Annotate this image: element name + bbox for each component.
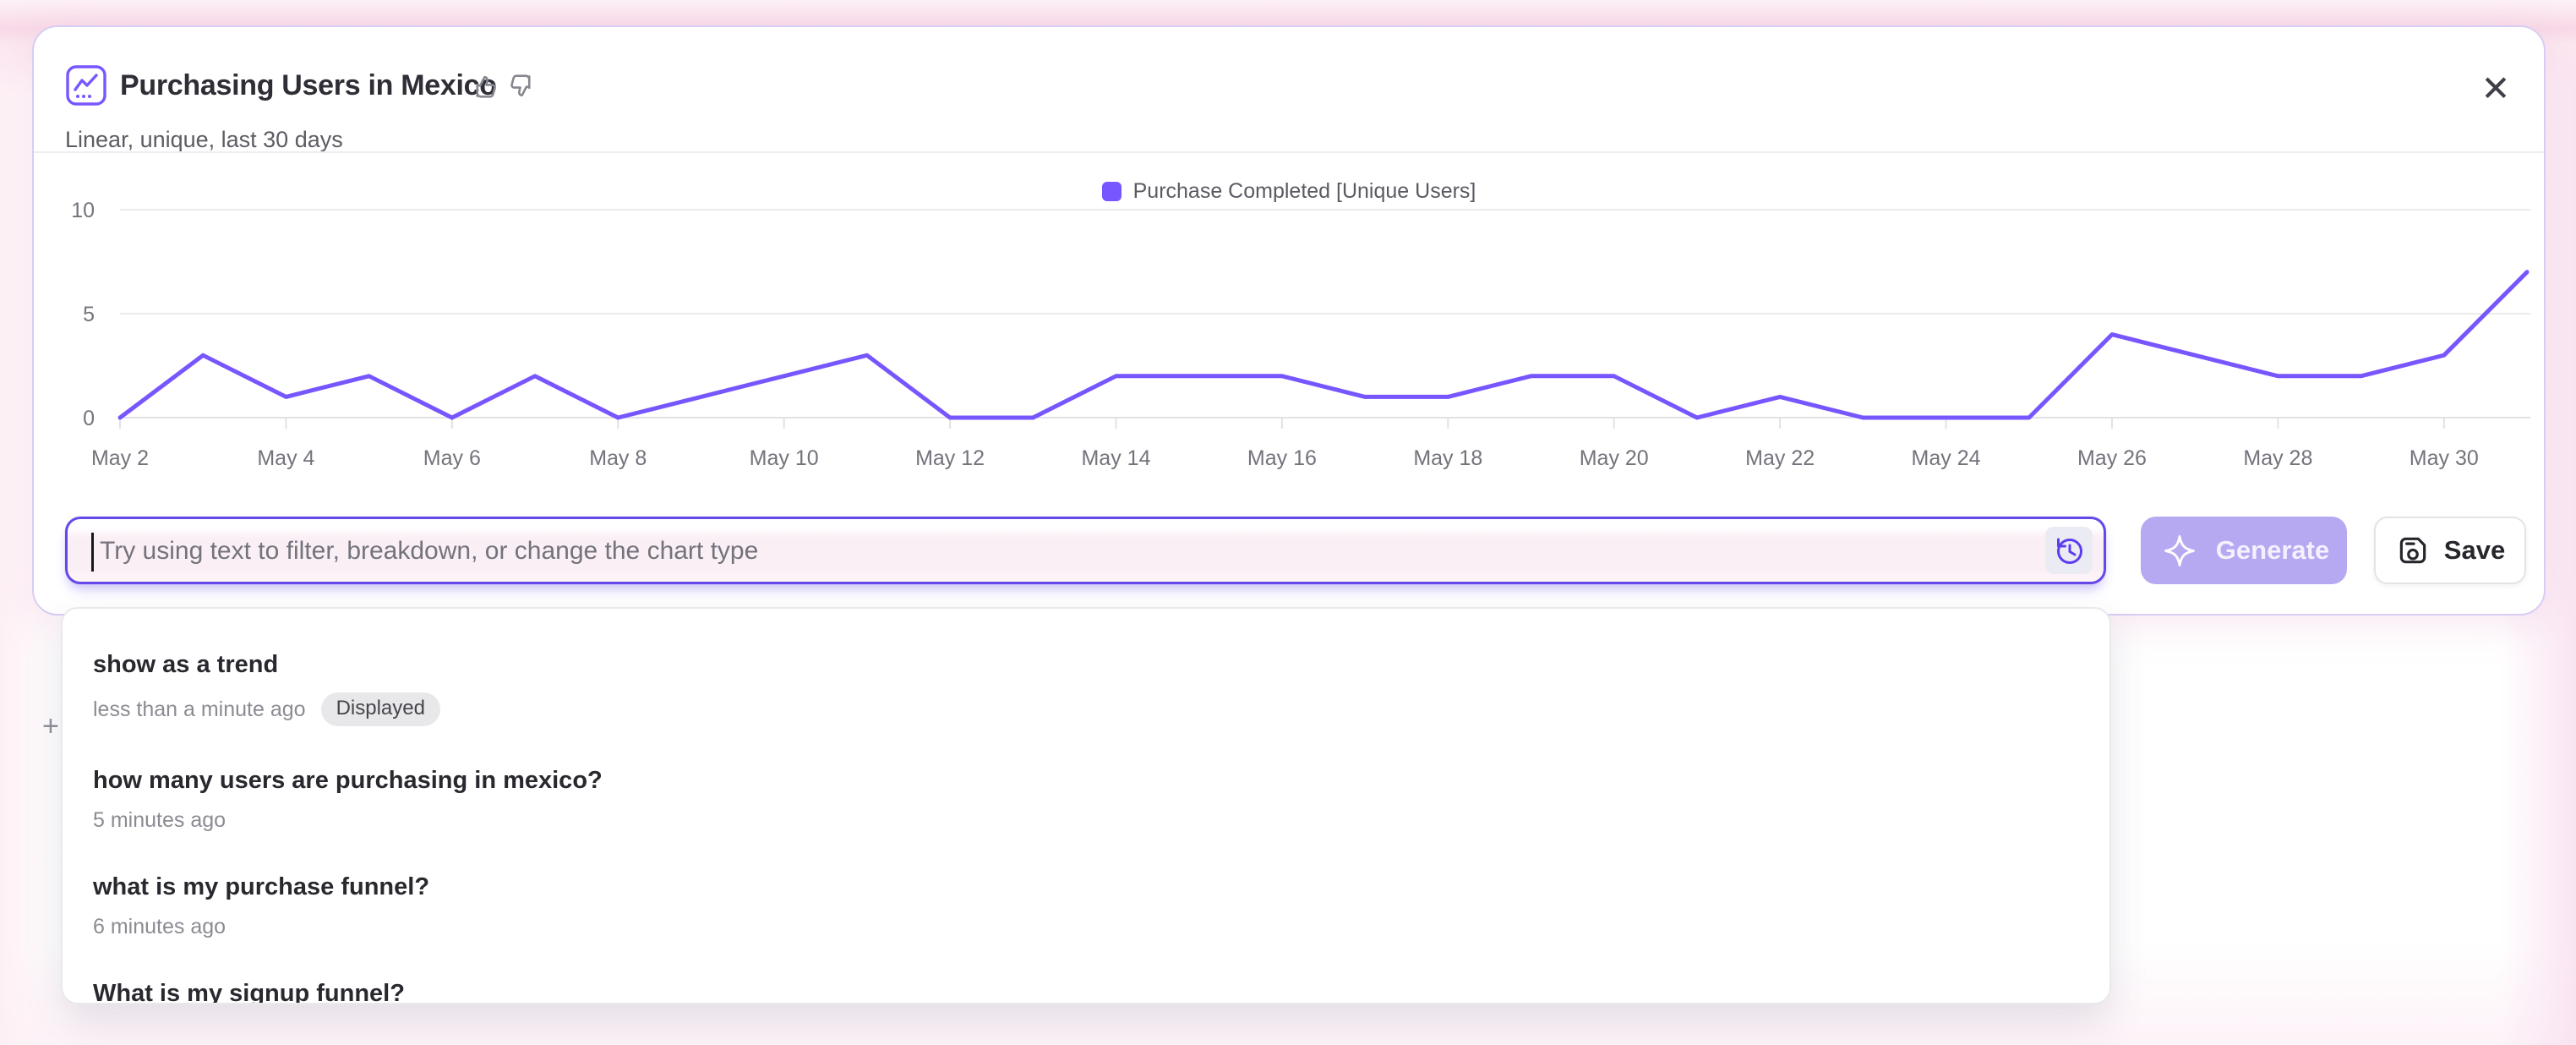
svg-text:May 22: May 22 bbox=[1745, 446, 1815, 470]
history-item[interactable]: how many users are purchasing in mexico?… bbox=[63, 747, 2109, 853]
history-button[interactable] bbox=[2045, 527, 2093, 574]
history-dropdown: show as a trend less than a minute ago D… bbox=[61, 607, 2111, 1004]
svg-text:5: 5 bbox=[83, 303, 95, 326]
save-button[interactable]: Save bbox=[2374, 517, 2526, 584]
chart-card: Purchasing Users in Mexico ✕ Linear, uni… bbox=[32, 25, 2546, 616]
svg-text:10: 10 bbox=[71, 199, 95, 222]
history-query: how many users are purchasing in mexico? bbox=[93, 767, 603, 794]
generate-label: Generate bbox=[2215, 535, 2330, 565]
prompt-placeholder: Try using text to filter, breakdown, or … bbox=[100, 537, 759, 565]
svg-text:May 4: May 4 bbox=[257, 446, 314, 470]
save-icon bbox=[2399, 537, 2426, 564]
history-item[interactable]: what is my purchase funnel? 6 minutes ag… bbox=[63, 853, 2109, 960]
history-item[interactable]: show as a trend less than a minute ago D… bbox=[63, 631, 2109, 747]
header-divider bbox=[34, 151, 2544, 153]
history-query: What is my signup funnel? bbox=[93, 980, 405, 1004]
svg-text:0: 0 bbox=[83, 407, 95, 430]
save-label: Save bbox=[2443, 535, 2506, 565]
svg-text:May 6: May 6 bbox=[423, 446, 481, 470]
svg-text:May 26: May 26 bbox=[2077, 446, 2147, 470]
text-caret bbox=[91, 533, 94, 572]
thumbs-up-icon bbox=[476, 75, 496, 98]
history-time: 5 minutes ago bbox=[93, 808, 226, 832]
close-button[interactable]: ✕ bbox=[2476, 69, 2515, 108]
svg-text:May 10: May 10 bbox=[750, 446, 819, 470]
plus-icon: + bbox=[42, 710, 59, 742]
thumbs-down-icon bbox=[510, 74, 531, 97]
svg-text:May 28: May 28 bbox=[2243, 446, 2312, 470]
svg-text:May 16: May 16 bbox=[1247, 446, 1317, 470]
svg-text:May 24: May 24 bbox=[1912, 446, 1981, 470]
svg-text:May 18: May 18 bbox=[1413, 446, 1482, 470]
trend-chart-icon bbox=[65, 64, 107, 107]
generate-button[interactable]: Generate bbox=[2141, 517, 2347, 584]
history-icon bbox=[2057, 538, 2082, 564]
svg-text:May 12: May 12 bbox=[915, 446, 985, 470]
history-time: less than a minute ago bbox=[93, 697, 306, 721]
history-item[interactable]: What is my signup funnel? 6 minutes ago bbox=[63, 960, 2109, 1004]
svg-text:May 14: May 14 bbox=[1081, 446, 1150, 470]
svg-text:May 30: May 30 bbox=[2410, 446, 2479, 470]
chart-subtitle: Linear, unique, last 30 days bbox=[65, 127, 343, 152]
svg-text:May 8: May 8 bbox=[589, 446, 647, 470]
sparkle-icon bbox=[2164, 534, 2195, 566]
displayed-badge: Displayed bbox=[320, 692, 440, 726]
history-query: what is my purchase funnel? bbox=[93, 873, 430, 900]
svg-text:May 20: May 20 bbox=[1580, 446, 1649, 470]
history-time: 6 minutes ago bbox=[93, 915, 226, 938]
thumbs-down-button[interactable] bbox=[505, 69, 538, 103]
thumbs-up-button[interactable] bbox=[468, 69, 502, 103]
page-title: Purchasing Users in Mexico bbox=[120, 69, 497, 101]
trend-chart-svg[interactable]: 0 5 10 May 2 May 4 May 6 May 8 May 10 May 12 May … bbox=[34, 162, 2547, 509]
history-query: show as a trend bbox=[93, 651, 279, 678]
svg-text:May 2: May 2 bbox=[91, 446, 149, 470]
ai-prompt-input[interactable]: Try using text to filter, breakdown, or … bbox=[65, 517, 2106, 584]
